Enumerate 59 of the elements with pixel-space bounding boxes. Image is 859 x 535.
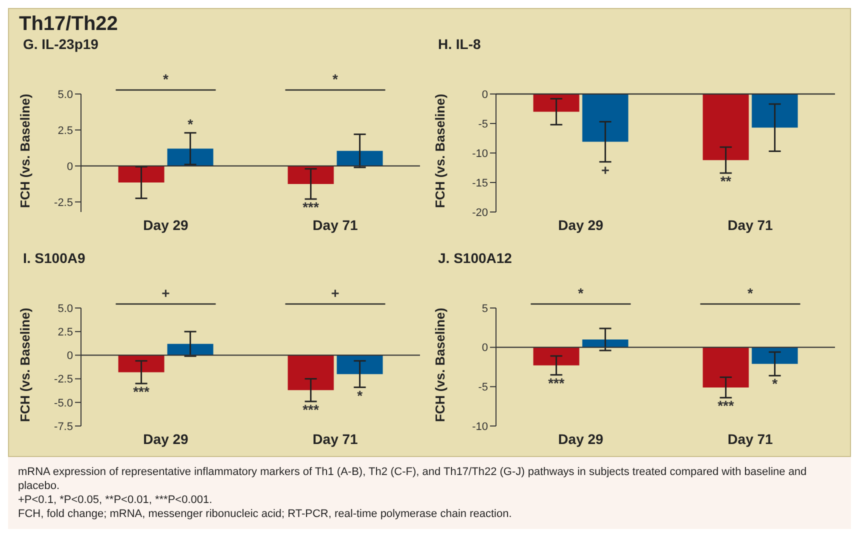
x-tick-label: Day 29 <box>558 216 604 233</box>
x-tick-label: Day 29 <box>143 216 189 233</box>
text: mRNA expression of representative inflammatory markers of Th1 (A-B), Th2 (C-F), and Th17/Th22 (G-J) pathways in subjects treated compared with baseline and placebo. <box>18 465 808 493</box>
x-tick-label: Day 71 <box>728 216 774 233</box>
chart-title: J. S100A12 <box>438 250 512 266</box>
y-axis-title: FCH (vs. Baseline) <box>432 308 448 422</box>
y-axis-title: FCH (vs. Baseline) <box>18 308 33 422</box>
data-label: *** <box>133 384 150 400</box>
y-tick-label: -5 <box>478 382 488 394</box>
data-label: ** <box>720 173 732 190</box>
text: FCH, fold change; mRNA, messenger ribonucleic acid; RT-PCR, real-time polymerase chain reaction. <box>18 507 513 521</box>
data-label: *** <box>302 199 320 216</box>
bar <box>288 166 334 184</box>
text: + <box>331 285 340 301</box>
y-tick-label: -10 <box>472 420 488 433</box>
bar <box>336 150 383 166</box>
y-tick-label: 5.0 <box>58 302 73 315</box>
text: * <box>748 285 754 301</box>
chart-title: G. IL-23p19 <box>23 36 98 52</box>
x-tick-label: Day 29 <box>558 430 604 447</box>
text: * <box>163 71 170 87</box>
chart-title: I. S100A9 <box>23 250 86 266</box>
y-tick-label: -10 <box>472 148 488 160</box>
text: * <box>332 71 339 87</box>
data-label: *** <box>302 401 320 418</box>
data-label: * <box>772 376 778 392</box>
y-tick-label: 0 <box>482 342 488 354</box>
data-label: *** <box>718 398 735 414</box>
y-tick-label: -5 <box>478 118 488 130</box>
y-tick-label: 2.5 <box>58 124 73 137</box>
x-tick-label: Day 29 <box>143 430 189 447</box>
y-tick-label: -20 <box>472 206 488 219</box>
bar <box>118 166 164 182</box>
y-tick-label: -2.5 <box>54 374 73 386</box>
y-tick-label: 0 <box>66 160 73 173</box>
chart-subtitle: Th17/Th22 <box>19 13 119 36</box>
data-label: * <box>357 387 364 404</box>
bar <box>167 148 214 166</box>
x-tick-label: Day 71 <box>728 430 774 447</box>
data-label: + <box>601 162 610 178</box>
y-axis-title: FCH (vs. Baseline) <box>432 94 448 208</box>
y-tick-label: 0 <box>482 88 488 101</box>
text: +P<0.1, *P<0.05, **P<0.01, ***P<0.001. <box>18 493 214 507</box>
y-tick-label: 2.5 <box>58 326 73 339</box>
x-tick-label: Day 71 <box>312 216 358 233</box>
y-tick-label: -2.5 <box>54 196 73 209</box>
data-label: * <box>188 116 194 132</box>
y-tick-label: 5.0 <box>58 88 73 101</box>
y-axis-title: FCH (vs. Baseline) <box>18 94 33 208</box>
y-tick-label: -15 <box>472 177 488 190</box>
x-tick-label: Day 71 <box>312 430 358 447</box>
data-label: *** <box>548 374 566 391</box>
text: * <box>578 285 584 301</box>
y-tick-label: -7.5 <box>54 420 73 433</box>
chart-title: H. IL-8 <box>438 36 481 52</box>
y-tick-label: -5.0 <box>54 397 73 410</box>
y-tick-label: 0 <box>66 350 73 362</box>
text: + <box>162 285 170 301</box>
y-tick-label: 5 <box>482 302 488 315</box>
